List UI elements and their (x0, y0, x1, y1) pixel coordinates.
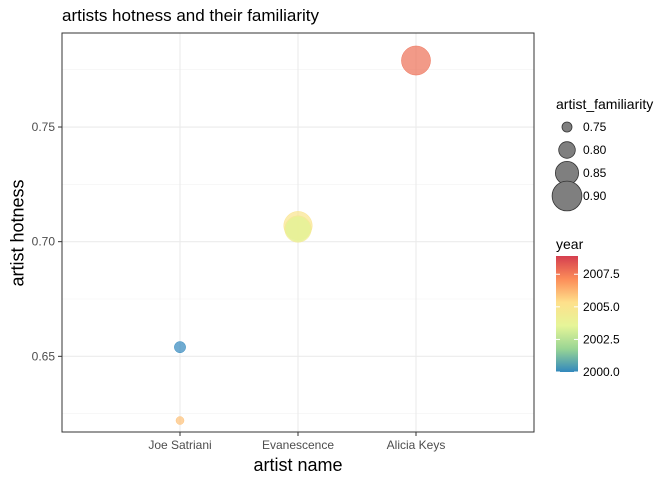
x-tick-label: Alicia Keys (387, 438, 446, 452)
y-tick-label: 0.70 (32, 235, 56, 249)
size-legend-key (558, 141, 576, 159)
data-point (175, 416, 185, 425)
size-legend-key (561, 121, 573, 133)
size-legend-label: 0.80 (583, 143, 607, 157)
color-legend-label: 2000.0 (583, 365, 620, 379)
size-legend-label: 0.75 (583, 120, 607, 134)
size-legend-label: 0.90 (583, 189, 607, 203)
size-legend-key (551, 180, 583, 212)
color-legend-bar (556, 256, 578, 372)
color-legend-label: 2002.5 (583, 332, 620, 346)
y-tick-label: 0.75 (32, 120, 56, 134)
points (174, 45, 431, 425)
size-legend-label: 0.85 (583, 166, 607, 180)
size-legend: 0.75 0.80 0.85 0.90 (551, 116, 607, 212)
data-point (401, 45, 431, 76)
data-point (174, 341, 186, 354)
x-tick-label: Evanescence (262, 438, 334, 452)
color-legend-label: 2007.5 (583, 267, 620, 281)
x-axis-title: artist name (253, 455, 343, 475)
axes: 0.65 0.70 0.75 Joe Satriani Evanescence Alici… (32, 120, 446, 452)
color-legend-label: 2005.0 (583, 300, 620, 314)
chart-title: artists hotness and their familiarity (62, 6, 319, 25)
size-legend-title: artist_familiarity (556, 96, 654, 112)
y-tick-label: 0.65 (32, 349, 56, 363)
y-axis-title: artist hotness (7, 179, 28, 287)
x-tick-label: Joe Satriani (148, 438, 211, 452)
data-point (285, 216, 311, 242)
color-legend: 2000.0 2002.5 2005.0 2007.5 (556, 256, 620, 379)
color-legend-title: year (556, 236, 584, 252)
